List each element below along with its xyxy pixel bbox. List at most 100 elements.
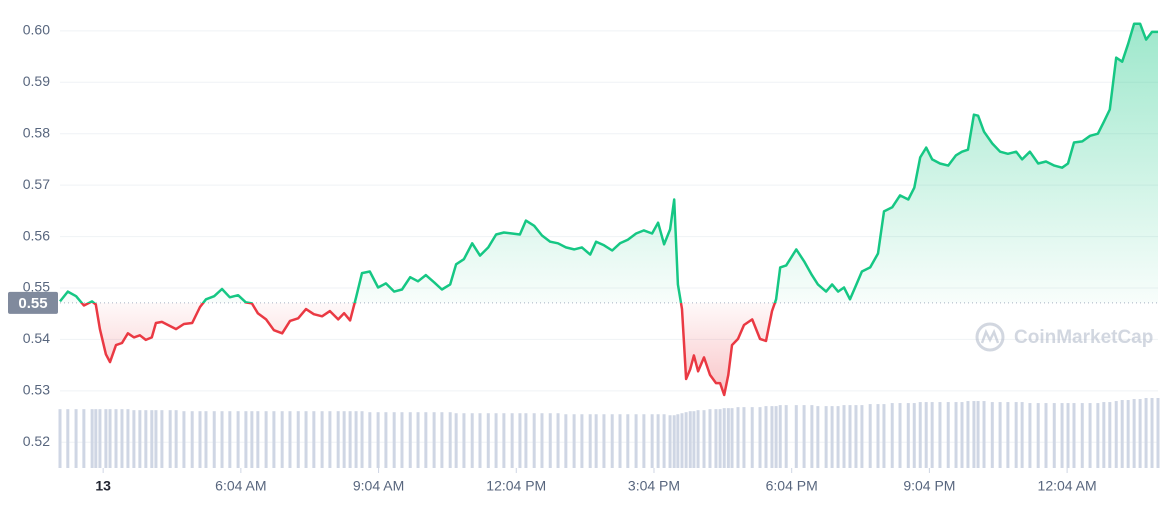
volume-bar [168,410,172,468]
volume-bar [1156,398,1160,468]
volume-bar [688,411,692,468]
x-tick-label: 13 [95,478,111,494]
volume-bar [778,405,782,468]
volume-bar [572,414,576,468]
volume-bar [244,411,248,468]
y-tick-label: 0.53 [23,382,50,398]
volume-bar [810,405,814,468]
volume-bar [998,402,1002,468]
volume-bar [360,411,364,468]
volume-bar [312,411,316,468]
volume-bar [160,410,164,468]
volume-bar [250,411,254,468]
volume-bar [642,414,646,468]
volume-bar [1088,403,1092,468]
volume-bar [736,407,740,468]
volume-bar [236,411,240,468]
volume-bar [938,402,942,468]
volume-bar [876,404,880,468]
volume-bar [1080,403,1084,468]
volume-bar [114,409,118,468]
y-tick-label: 0.52 [23,433,50,449]
y-tick-label: 0.55 [23,279,50,295]
volume-bar [126,409,130,468]
volume-bar [982,401,986,468]
volume-bar [280,411,284,468]
area [60,23,1158,395]
volume-bar [212,411,216,468]
volume-bar [432,412,436,468]
volume-bar [972,401,976,468]
volume-bar [1014,402,1018,468]
volume-bar [750,407,754,468]
volume-bar [802,405,806,468]
volume-bar [424,412,428,468]
volume-bar [626,414,630,468]
volume-bar [898,403,902,468]
volume-bar [174,410,178,468]
volume-bar [668,415,672,468]
volume-bar [320,411,324,468]
volume-bar [618,414,622,468]
volume-bar [726,408,730,468]
volume-bar [1036,403,1040,468]
volume-bar [930,402,934,468]
volume-bar [680,413,684,468]
volume-bar [1120,400,1124,468]
volume-bar [1006,402,1010,468]
volume-bar [220,411,224,468]
volume-bar [650,414,654,468]
volume-bar [742,407,746,468]
volume-bar [868,404,872,468]
volume-bar [1020,402,1024,468]
volume-bar [692,411,696,468]
x-tick-label: 6:04 PM [766,478,818,494]
volume-bar [656,414,660,468]
volume-bar [296,411,300,468]
volume-bar [328,411,332,468]
x-tick-label: 12:04 PM [486,478,546,494]
volume-bar [408,412,412,468]
volume-bar [816,406,820,468]
volume-bar [976,401,980,468]
volume-bar [794,405,798,468]
volume-bar [990,402,994,468]
watermark-text: CoinMarketCap [1014,327,1153,348]
volume-bar [264,411,268,468]
volume-bar [960,402,964,468]
volume-bar [730,408,734,468]
watermark-logo-mark [980,328,1000,344]
volume-bar [108,409,112,468]
volume-bar [672,415,676,468]
volume-bar [376,412,380,468]
volume-bar [384,412,388,468]
volume-bar [272,411,276,468]
volume-bar [90,409,94,468]
x-tick-label: 12:04 AM [1038,478,1097,494]
volume-bar [1132,399,1136,468]
y-tick-label: 0.57 [23,176,50,192]
volume-bar [392,412,396,468]
volume-bar [1072,403,1076,468]
volume-bar [966,401,970,468]
volume-bar [564,414,568,468]
volume-bar [510,413,514,468]
volume-bar [138,410,142,468]
volume-bar [416,412,420,468]
volume-bar [256,411,260,468]
volume-bar [602,414,606,468]
volume-bar [696,410,700,468]
volume-bar [1028,403,1032,468]
volume-bar [702,410,706,468]
volume-bar [906,403,910,468]
volume-bar [594,414,598,468]
volume-bar [556,413,560,468]
volume-bar [758,407,762,468]
volume-bar [842,405,846,468]
x-tick-label: 9:04 PM [903,478,955,494]
volume-bar [228,411,232,468]
volume-bar [854,405,858,468]
volume-bar [470,413,474,468]
volume-bar [1060,403,1064,468]
y-tick-label: 0.59 [23,73,50,89]
